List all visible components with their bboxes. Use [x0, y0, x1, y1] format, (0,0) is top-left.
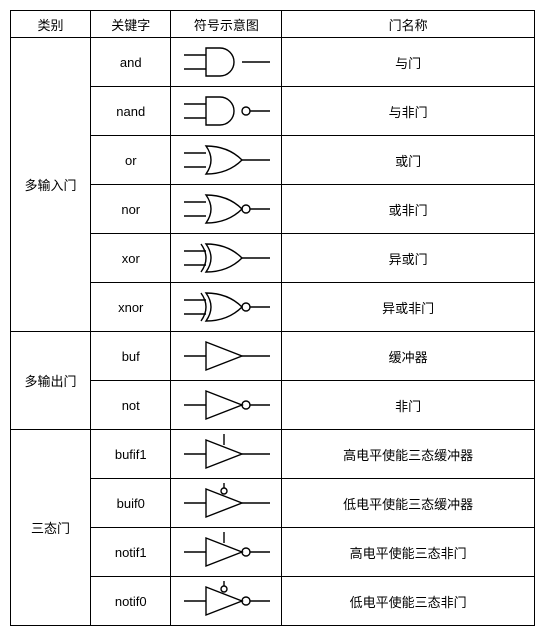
category-cell: 三态门 — [11, 430, 91, 626]
gatename-cell: 与非门 — [282, 87, 535, 136]
keyword-cell: and — [91, 38, 171, 87]
gatename-cell: 低电平使能三态非门 — [282, 577, 535, 626]
notif1-gate-icon — [171, 528, 282, 577]
xor-gate-icon — [171, 234, 282, 283]
nand-gate-icon — [171, 87, 282, 136]
nor-gate-icon — [171, 185, 282, 234]
notif0-gate-icon — [171, 577, 282, 626]
header-gatename: 门名称 — [282, 11, 535, 38]
keyword-cell: nand — [91, 87, 171, 136]
keyword-cell: buf — [91, 332, 171, 381]
keyword-cell: not — [91, 381, 171, 430]
gatename-cell: 缓冲器 — [282, 332, 535, 381]
gatename-cell: 异或门 — [282, 234, 535, 283]
header-symbol: 符号示意图 — [171, 11, 282, 38]
gatename-cell: 低电平使能三态缓冲器 — [282, 479, 535, 528]
header-keyword: 关键字 — [91, 11, 171, 38]
and-gate-icon — [171, 38, 282, 87]
header-category: 类别 — [11, 11, 91, 38]
gates-table: 类别 关键字 符号示意图 门名称 多输入门and 与门nand 与非门or 或门… — [10, 10, 535, 626]
table-row: 三态门bufif1 高电平使能三态缓冲器 — [11, 430, 535, 479]
gatename-cell: 异或非门 — [282, 283, 535, 332]
keyword-cell: buif0 — [91, 479, 171, 528]
keyword-cell: notif0 — [91, 577, 171, 626]
not-gate-icon — [171, 381, 282, 430]
gatename-cell: 或门 — [282, 136, 535, 185]
gatename-cell: 高电平使能三态缓冲器 — [282, 430, 535, 479]
keyword-cell: notif1 — [91, 528, 171, 577]
category-cell: 多输出门 — [11, 332, 91, 430]
or-gate-icon — [171, 136, 282, 185]
keyword-cell: nor — [91, 185, 171, 234]
xnor-gate-icon — [171, 283, 282, 332]
keyword-cell: bufif1 — [91, 430, 171, 479]
table-row: 多输入门and 与门 — [11, 38, 535, 87]
keyword-cell: or — [91, 136, 171, 185]
table-row: 多输出门buf 缓冲器 — [11, 332, 535, 381]
gatename-cell: 与门 — [282, 38, 535, 87]
gatename-cell: 或非门 — [282, 185, 535, 234]
category-cell: 多输入门 — [11, 38, 91, 332]
bufif0-gate-icon — [171, 479, 282, 528]
gatename-cell: 非门 — [282, 381, 535, 430]
gatename-cell: 高电平使能三态非门 — [282, 528, 535, 577]
keyword-cell: xor — [91, 234, 171, 283]
header-row: 类别 关键字 符号示意图 门名称 — [11, 11, 535, 38]
bufif1-gate-icon — [171, 430, 282, 479]
buf-gate-icon — [171, 332, 282, 381]
keyword-cell: xnor — [91, 283, 171, 332]
